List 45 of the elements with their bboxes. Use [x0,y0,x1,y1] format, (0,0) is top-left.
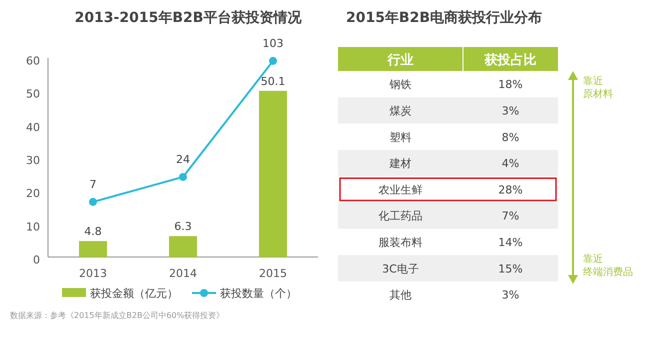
category-label: 塑料 [390,130,412,144]
x-tick-label: 2014 [169,267,197,280]
category-label: 服装布料 [378,236,422,249]
y-tick-label: 0 [33,254,40,266]
text: 28% [498,183,523,196]
text: 3% [502,104,520,118]
chart-title: 2013-2015年B2B平台获投资情况 [74,10,302,26]
data-label: 6.3 [174,220,192,234]
text: 终端消费品 [583,266,633,278]
category-label: 煤炭 [390,104,412,118]
text: 2015年B2B电商获投行业分布 [346,9,542,26]
y-tick-label: 60 [26,54,40,68]
category-label: 建材 [388,157,412,170]
legend-label: 获投金额（亿元） [90,287,178,300]
y-tick-label: 40 [26,120,40,134]
x-tick-label: 2013 [79,267,107,280]
source-note: 数据来源：参考《2015年新成立B2B公司中60%获得投资》 [10,311,224,320]
text: 行业 [386,53,414,68]
data-label: 103 [262,36,284,50]
y-tick-label: 10 [26,220,40,234]
category-label: 其他 [390,288,412,302]
legend-label: 获投数量（个） [220,287,297,300]
text: 8% [502,130,520,144]
category-label: 化工药品 [378,210,422,223]
text: 靠近 [583,253,603,265]
y-tick-label: 50 [26,88,40,101]
data-label: 7 [90,178,96,191]
y-tick-label: 30 [26,154,40,167]
text: 14% [498,236,523,249]
data-label: 50.1 [260,74,286,88]
text: 15% [498,262,523,276]
text: 3% [502,288,520,302]
x-tick-label: 2015 [259,267,287,280]
text: 7% [502,210,520,223]
text: 原材料 [583,88,613,100]
data-label: 4.8 [84,225,102,238]
data-label: 24 [176,152,190,166]
text: 18% [498,78,523,92]
y-tick-label: 20 [26,187,40,200]
text: 获投占比 [484,52,536,68]
text: 4% [502,157,520,170]
text: 靠近 [583,75,603,87]
category-label: 农业生鲜 [378,183,422,196]
category-label: 3C电子 [382,262,419,276]
category-label: 钢铁 [388,78,412,92]
